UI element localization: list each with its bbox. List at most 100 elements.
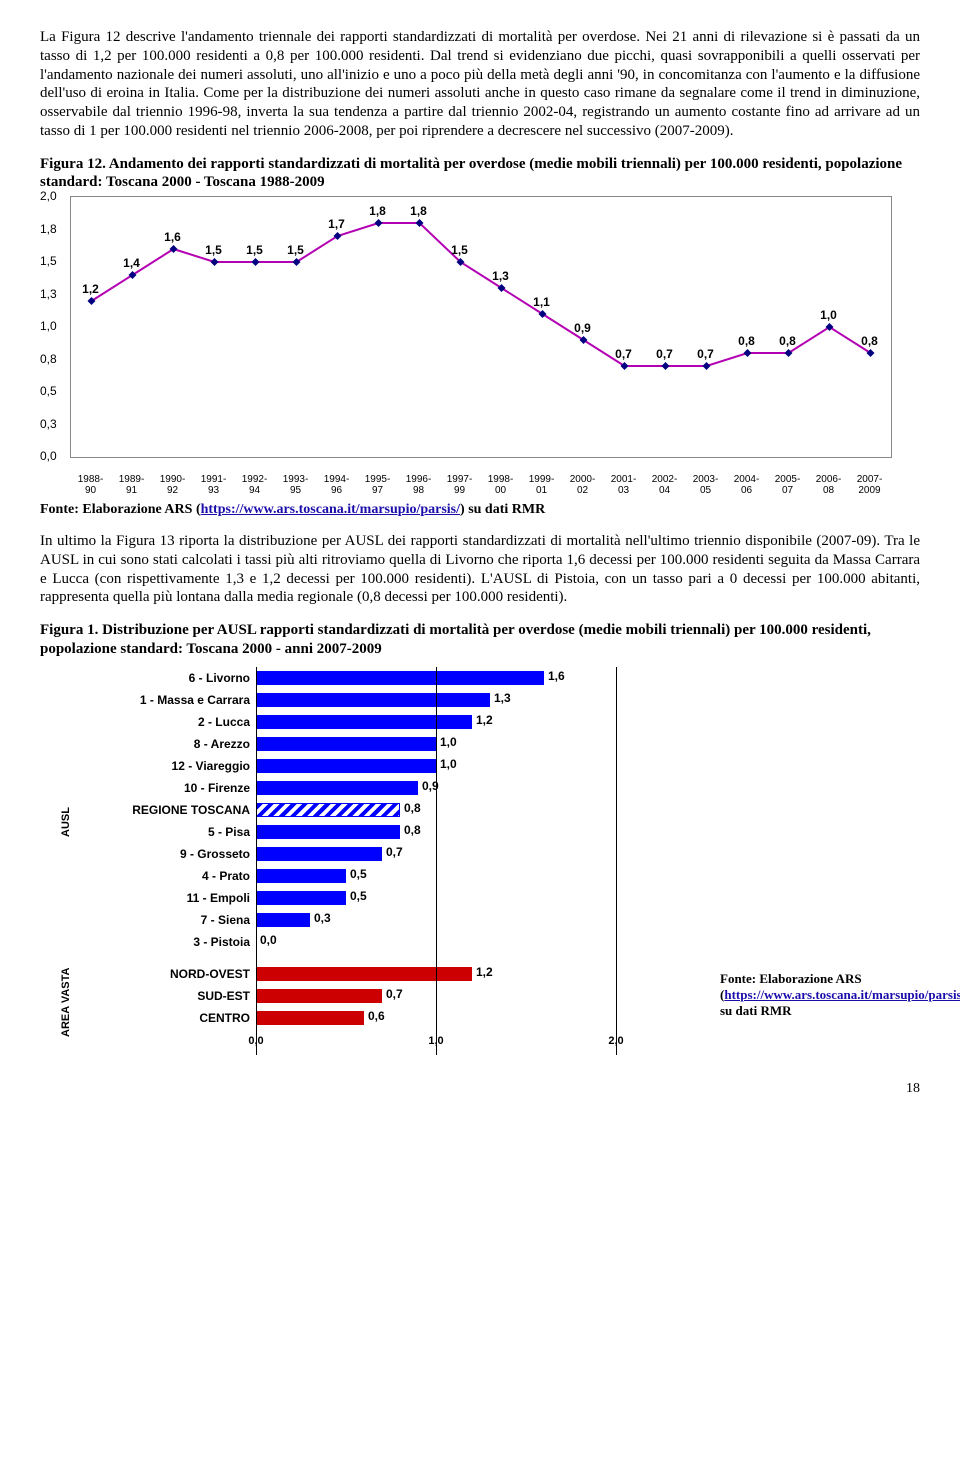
source-suffix: ) su dati RMR <box>460 502 545 517</box>
line-chart: 0,00,30,50,81,01,31,51,82,01,21,41,61,51… <box>40 196 900 496</box>
data-point-label: 0,7 <box>615 347 632 361</box>
x-axis-label: 2000-02 <box>565 474 601 496</box>
bar-category-label: 5 - Pisa <box>100 825 256 839</box>
bar-row: CENTRO 0,6 <box>100 1007 710 1029</box>
bar-category-label: SUD-EST <box>100 989 256 1003</box>
x-axis-label: 1994-96 <box>319 474 355 496</box>
x-axis-label: 2003-05 <box>688 474 724 496</box>
data-point-label: 1,7 <box>328 217 345 231</box>
y-axis-label: 0,8 <box>40 352 57 366</box>
bar-category-label: 1 - Massa e Carrara <box>100 693 256 707</box>
x-axis-label: 1996-98 <box>401 474 437 496</box>
x-axis-label: 1992-94 <box>237 474 273 496</box>
data-point-label: 1,6 <box>164 230 181 244</box>
bar-row: 12 - Viareggio1,0 <box>100 755 710 777</box>
bar-value-label: 0,5 <box>346 867 367 881</box>
bar-row: 3 - Pistoia0,0 <box>100 931 710 953</box>
data-point-label: 1,1 <box>533 295 550 309</box>
bar-category-label: 7 - Siena <box>100 913 256 927</box>
x-axis-label: 2001-03 <box>606 474 642 496</box>
y-axis-label: 2,0 <box>40 189 57 203</box>
bar-row: 6 - Livorno 1,6 <box>100 667 710 689</box>
data-point-label: 1,5 <box>246 243 263 257</box>
source2-link[interactable]: https://www.ars.toscana.it/marsupio/pars… <box>724 987 960 1002</box>
bar-value-label: 1,2 <box>472 713 493 727</box>
bar-value-label: 0,8 <box>400 801 421 815</box>
src2-prefix: Fonte: <box>720 971 759 986</box>
data-point-label: 1,2 <box>82 282 99 296</box>
y-axis-label: 1,5 <box>40 254 57 268</box>
data-point-label: 0,7 <box>656 347 673 361</box>
x-axis-label: 1988-90 <box>73 474 109 496</box>
data-point-label: 1,5 <box>205 243 222 257</box>
data-point-label: 0,8 <box>861 334 878 348</box>
data-point-label: 1,8 <box>369 204 386 218</box>
page-number: 18 <box>40 1081 920 1097</box>
data-point-label: 0,9 <box>574 321 591 335</box>
bar-value-label: 0,7 <box>382 987 403 1001</box>
x-axis-label: 1993-95 <box>278 474 314 496</box>
bar-value-label: 0,8 <box>400 823 421 837</box>
bar-category-label: 9 - Grosseto <box>100 847 256 861</box>
figure-1-source: Fonte: Elaborazione ARS (https://www.ars… <box>720 971 920 1020</box>
y-group-label-ausl: AUSL <box>60 807 72 837</box>
data-point-label: 1,8 <box>410 204 427 218</box>
bar-category-label: CENTRO <box>100 1011 256 1025</box>
bar-row: NORD-OVEST 1,2 <box>100 963 710 985</box>
x-axis-label: 2005-07 <box>770 474 806 496</box>
x-axis-label: 1995-97 <box>360 474 396 496</box>
y-axis-label: 0,0 <box>40 449 57 463</box>
y-axis-label: 0,3 <box>40 417 57 431</box>
bar-value-label: 1,2 <box>472 965 493 979</box>
bar-chart: 6 - Livorno1,61 - Massa e Carrara1,32 - … <box>100 667 710 1077</box>
y-group-label-area: AREA VASTA <box>60 967 72 1036</box>
bar-category-label: 8 - Arezzo <box>100 737 256 751</box>
x-axis-label: 2006-08 <box>811 474 847 496</box>
bar-category-label: NORD-OVEST <box>100 967 256 981</box>
bar-row: SUD-EST 0,7 <box>100 985 710 1007</box>
data-point-label: 0,8 <box>738 334 755 348</box>
paragraph-2: In ultimo la Figura 13 riporta la distri… <box>40 532 920 607</box>
bar-category-label: 10 - Firenze <box>100 781 256 795</box>
source-link[interactable]: https://www.ars.toscana.it/marsupio/pars… <box>201 502 460 517</box>
y-axis-label: 1,0 <box>40 319 57 333</box>
bar-row: 10 - Firenze0,9 <box>100 777 710 799</box>
x-axis-label: 1991-93 <box>196 474 232 496</box>
bar-value-label: 1,0 <box>436 735 457 749</box>
figure-12-title: Figura 12. Andamento dei rapporti standa… <box>40 155 920 193</box>
bar-row: 11 - Empoli0,5 <box>100 887 710 909</box>
bar-row: 8 - Arezzo 1,0 <box>100 733 710 755</box>
data-point-label: 1,5 <box>451 243 468 257</box>
bar-value-label: 0,7 <box>382 845 403 859</box>
bar-value-label: 0,0 <box>256 933 277 947</box>
data-point-label: 0,8 <box>779 334 796 348</box>
bar-row: 1 - Massa e Carrara1,3 <box>100 689 710 711</box>
data-point-label: 1,3 <box>492 269 509 283</box>
bar-row: 4 - Prato 0,5 <box>100 865 710 887</box>
x-axis-label: 1999-01 <box>524 474 560 496</box>
bar-category-label: 4 - Prato <box>100 869 256 883</box>
bar-row: 2 - Lucca 1,2 <box>100 711 710 733</box>
bar-value-label: 1,6 <box>544 669 565 683</box>
bar-category-label: 6 - Livorno <box>100 671 256 685</box>
bar-row: REGIONE TOSCANA 0,8 <box>100 799 710 821</box>
bar-value-label: 0,6 <box>364 1009 385 1023</box>
x-axis-label: 2007-2009 <box>852 474 888 496</box>
bar-value-label: 0,5 <box>346 889 367 903</box>
source-prefix: Fonte: Elaborazione ARS ( <box>40 502 201 517</box>
y-axis-label: 1,8 <box>40 222 57 236</box>
data-point-label: 1,5 <box>287 243 304 257</box>
x-axis-label: 1998-00 <box>483 474 519 496</box>
data-point-label: 0,7 <box>697 347 714 361</box>
bar-value-label: 0,3 <box>310 911 331 925</box>
x-axis-label: 1997-99 <box>442 474 478 496</box>
bar-category-label: 2 - Lucca <box>100 715 256 729</box>
bar-row: 5 - Pisa 0,8 <box>100 821 710 843</box>
x-axis-label: 2002-04 <box>647 474 683 496</box>
bar-category-label: REGIONE TOSCANA <box>100 803 256 817</box>
data-point-label: 1,0 <box>820 308 837 322</box>
bar-row: 7 - Siena 0,3 <box>100 909 710 931</box>
paragraph-1: La Figura 12 descrive l'andamento trienn… <box>40 28 920 141</box>
data-point-label: 1,4 <box>123 256 140 270</box>
bar-category-label: 12 - Viareggio <box>100 759 256 773</box>
